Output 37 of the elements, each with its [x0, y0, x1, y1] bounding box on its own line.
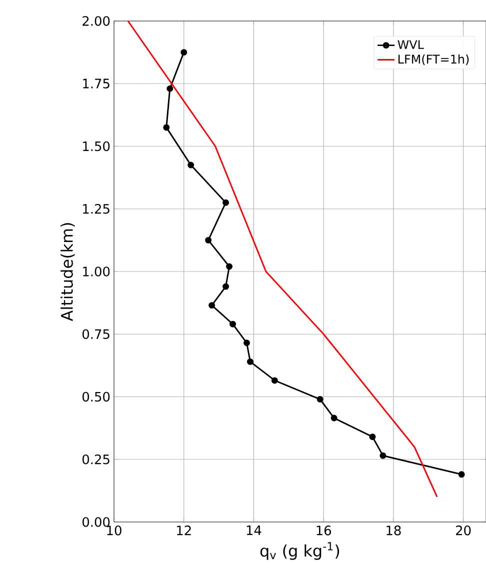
y-tick-label: 0.50	[82, 392, 110, 402]
point	[271, 377, 278, 384]
point	[208, 302, 216, 309]
point	[163, 124, 170, 131]
x-tick-label: 12	[177, 526, 191, 536]
point	[369, 434, 376, 440]
x-tick-label: 14	[246, 526, 262, 535]
y-tick-label: 0.25	[82, 454, 110, 464]
point	[458, 471, 465, 478]
point	[246, 358, 254, 365]
x-tick-label: 20	[456, 526, 471, 536]
point	[316, 396, 324, 402]
legend-label: LFM(FT=1h)	[398, 54, 469, 66]
point	[222, 283, 230, 290]
legend-label: WVL	[398, 40, 424, 49]
point	[230, 320, 236, 328]
point	[243, 340, 250, 346]
x-tick-label: 10	[107, 526, 122, 536]
point	[226, 263, 233, 270]
y-tick-label: 0.75	[82, 329, 110, 340]
x-tick-label: 18	[386, 526, 401, 536]
y-axis-title: Altitude(km)	[60, 223, 75, 322]
y-tick-label: 2.00	[82, 16, 110, 26]
y-tick-label: 0.00	[82, 517, 110, 527]
y-tick-label: 1.00	[83, 266, 110, 276]
point	[166, 85, 174, 92]
y-tick-label: 1.50	[83, 141, 110, 152]
y-tick-label: 1.25	[83, 204, 110, 214]
point	[380, 452, 386, 459]
point	[188, 162, 194, 168]
point	[330, 414, 338, 422]
x-tick-label: 16	[316, 526, 331, 536]
point	[222, 199, 230, 206]
y-tick-label: 1.75	[83, 78, 110, 88]
x-axis-title: q$_{v}$ (g kg$^{-1}$)	[260, 542, 340, 560]
point	[205, 236, 212, 244]
point	[180, 49, 188, 56]
